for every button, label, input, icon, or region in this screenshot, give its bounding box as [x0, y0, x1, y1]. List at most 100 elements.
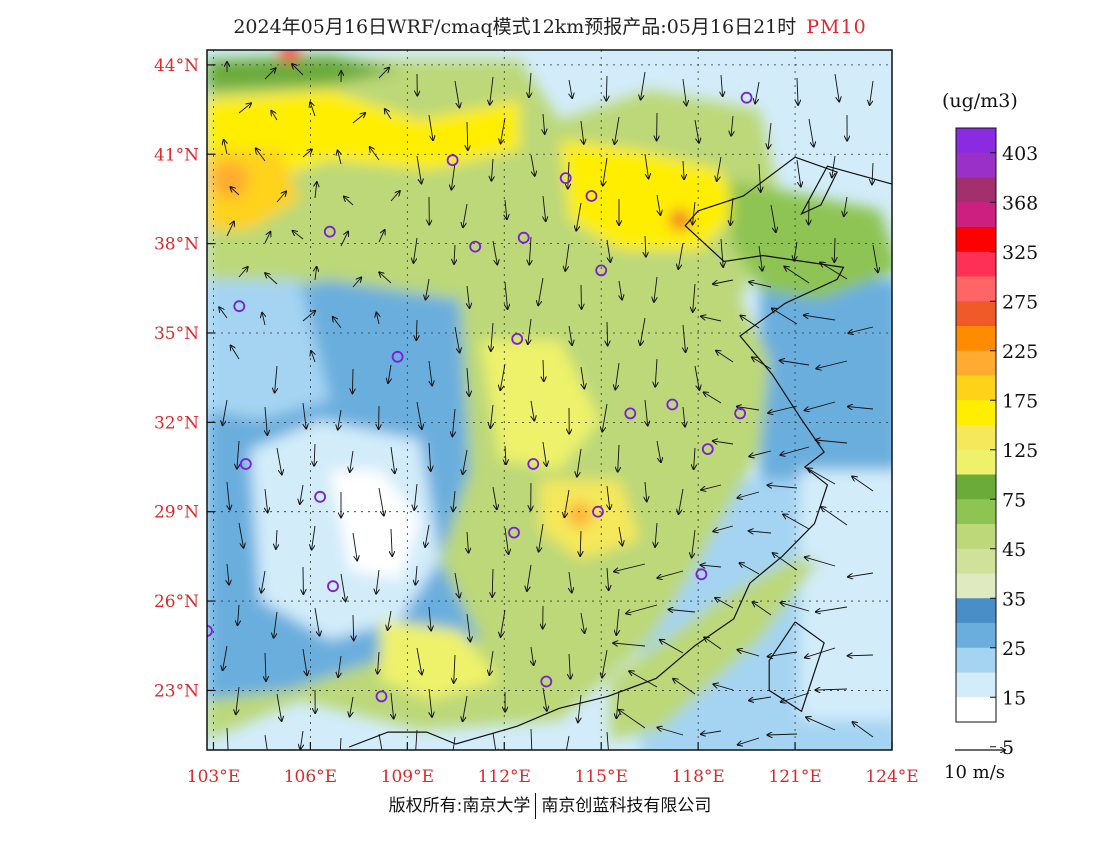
wind-arrow: [602, 649, 608, 678]
wind-arrow: [492, 486, 497, 509]
wind-arrow: [694, 365, 699, 390]
latitude-label: 29°N: [154, 503, 199, 523]
wind-arrow: [350, 450, 353, 472]
wind-arrow: [805, 557, 836, 567]
colorbar-swatch: [956, 697, 996, 723]
city-marker: [624, 407, 637, 420]
wind-arrow: [749, 531, 772, 533]
wind-arrow: [300, 484, 303, 504]
city-marker: [527, 458, 540, 470]
wind-arrow: [340, 232, 348, 247]
wind-arrow: [626, 604, 658, 614]
wind-arrow: [504, 527, 509, 554]
colorbar-swatch: [956, 499, 996, 525]
wind-arrow: [872, 244, 878, 272]
wind-arrow: [264, 232, 270, 244]
wind-arrow: [227, 481, 230, 510]
wind-arrow: [416, 319, 417, 340]
wind-arrow: [413, 237, 418, 263]
wind-arrow: [641, 71, 646, 100]
longitude-label: 121°E: [768, 767, 821, 787]
wind-arrow: [256, 148, 266, 162]
longitude-label: 112°E: [478, 767, 531, 787]
wind-arrow: [569, 325, 572, 345]
wind-arrow: [429, 606, 431, 630]
wind-arrow: [542, 441, 547, 466]
wind-arrow: [276, 192, 286, 203]
wind-arrow: [713, 525, 734, 531]
longitude-label: 124°E: [865, 767, 918, 787]
wind-arrow: [815, 689, 848, 690]
wind-arrow: [834, 237, 835, 262]
city-marker: [375, 690, 388, 703]
wind-arrow: [339, 737, 342, 750]
wind-arrow: [821, 507, 848, 526]
wind-arrow: [492, 568, 493, 597]
wind-arrow: [261, 570, 266, 593]
wind-arrow: [772, 309, 798, 325]
colorbar-label: 35: [1002, 588, 1026, 610]
wind-arrow: [429, 688, 432, 717]
wind-arrow: [276, 447, 282, 474]
wind-arrow: [353, 614, 354, 640]
wind-arrow: [350, 696, 354, 716]
wind-arrow: [773, 553, 798, 571]
wind-arrow: [378, 733, 383, 750]
wind-arrow: [737, 407, 760, 411]
wind-arrow: [352, 368, 353, 393]
wind-arrow: [416, 647, 422, 674]
wind-arrow: [645, 481, 647, 501]
wind-arrow: [655, 358, 657, 387]
wind-arrow: [226, 222, 234, 237]
wind-arrow: [302, 311, 315, 322]
wind-arrow: [613, 643, 646, 646]
city-markers: [207, 91, 753, 703]
wind-arrow: [293, 231, 304, 240]
colorbar-label: 275: [1002, 291, 1038, 313]
wind-arrow: [265, 652, 266, 681]
city-marker: [559, 172, 572, 185]
colorbar-swatch: [956, 128, 996, 154]
wind-arrow: [454, 326, 460, 353]
wind-arrow: [467, 285, 470, 308]
wind-arrow: [429, 442, 431, 471]
wind-arrow: [501, 117, 506, 143]
wind-arrow: [265, 273, 278, 285]
wind-arrow: [230, 187, 240, 196]
wind-arrow: [848, 326, 874, 333]
wind-arrow: [645, 235, 646, 257]
wind-arrow: [271, 111, 278, 121]
wind-arrow: [660, 640, 684, 654]
wind-arrow: [302, 648, 307, 675]
wind-arrow: [454, 572, 459, 598]
wind-arrow: [275, 365, 277, 393]
latitude-label: 32°N: [154, 413, 199, 433]
city-marker: [469, 240, 482, 253]
wind-arrow: [767, 734, 798, 735]
wind-arrow: [531, 646, 534, 665]
wind-arrow: [490, 404, 493, 428]
wind-arrow: [852, 477, 874, 492]
wind-arrow: [429, 360, 432, 385]
colorbar-label: 5: [1002, 737, 1014, 759]
wind-arrow: [808, 118, 814, 147]
wind-arrow: [730, 197, 733, 225]
wind-arrow: [615, 116, 620, 144]
wind-arrow: [715, 598, 734, 609]
wind-arrow: [577, 448, 582, 477]
wind-arrow: [500, 363, 506, 390]
footer-left: 版权所有:南京大学: [388, 796, 531, 816]
wind-arrow: [276, 529, 277, 549]
wind-arrow: [238, 522, 244, 548]
wind-arrow: [385, 109, 392, 120]
coastline-path: [348, 156, 892, 748]
city-marker: [207, 625, 213, 637]
wind-arrow: [491, 322, 493, 351]
wind-arrow: [606, 75, 607, 101]
wind-arrow: [607, 321, 608, 345]
wind-arrow: [678, 242, 684, 269]
longitude-label: 109°E: [381, 767, 434, 787]
wind-arrow: [491, 158, 493, 181]
latitude-label: 38°N: [154, 235, 199, 255]
colorbar-label: 175: [1002, 390, 1038, 412]
